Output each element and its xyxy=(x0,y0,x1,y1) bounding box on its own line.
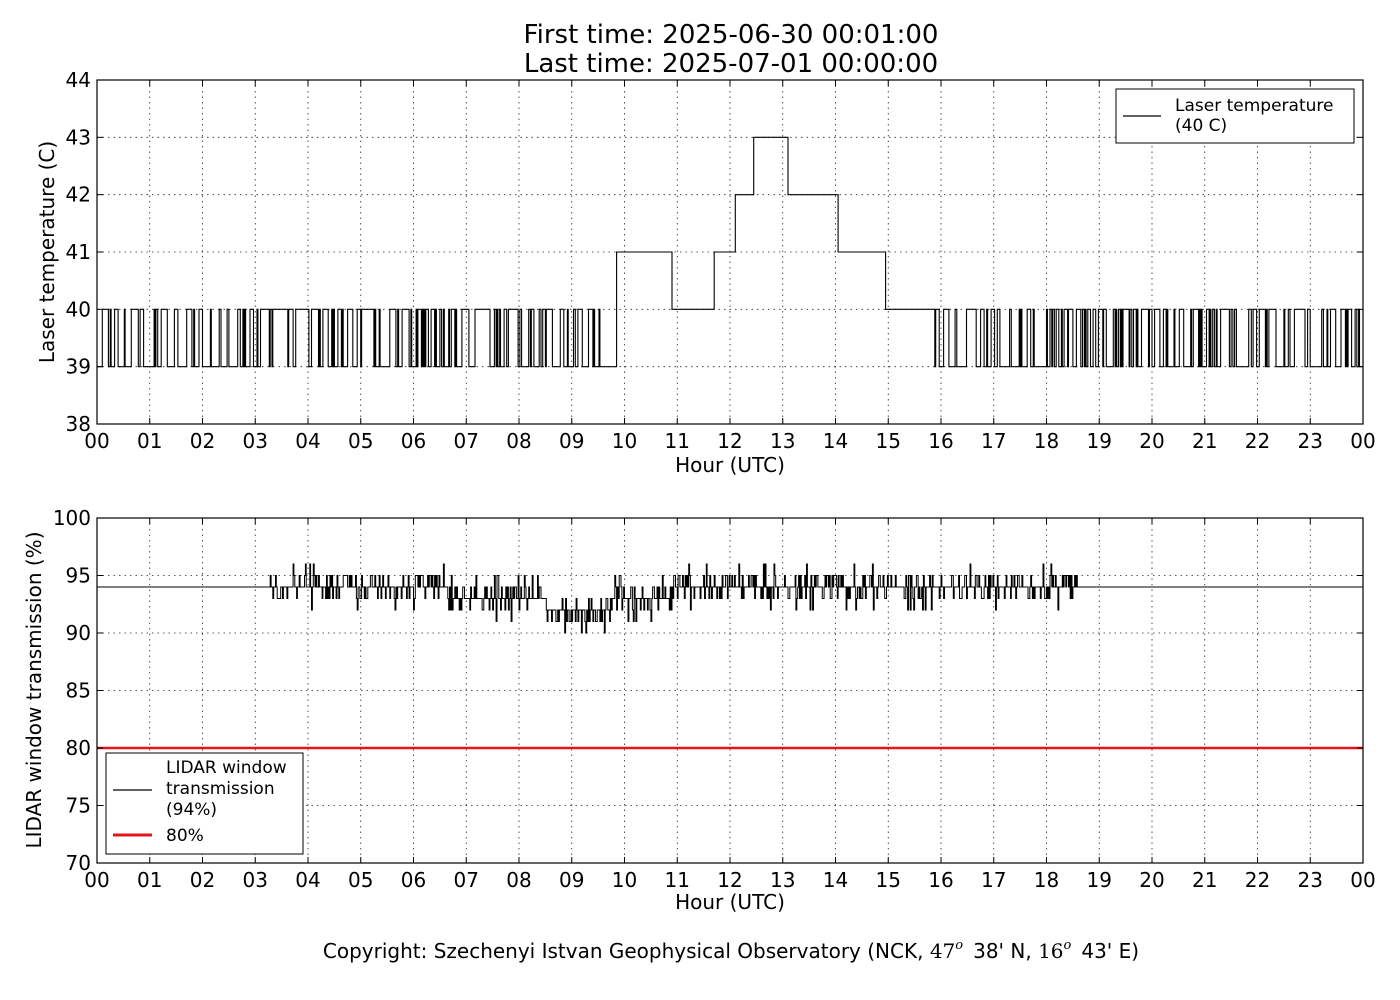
transmission-y-ticks: 70 75 80 85 90 95 100 xyxy=(53,506,1363,875)
x-tick-label: 16 xyxy=(928,868,953,892)
x-tick-label: 13 xyxy=(770,868,795,892)
x-tick-label: 00 xyxy=(1350,429,1375,453)
copyright-lat-minutes: 38' N, xyxy=(973,939,1038,963)
transmission-legend-label-line2: transmission xyxy=(166,779,275,799)
x-tick-label: 01 xyxy=(137,429,162,453)
x-tick-label: 12 xyxy=(717,868,742,892)
x-tick-label: 02 xyxy=(190,429,215,453)
x-tick-label: 10 xyxy=(612,429,637,453)
y-tick-label: 85 xyxy=(66,679,91,703)
x-tick-label: 03 xyxy=(243,429,268,453)
transmission-x-ticks: 00 01 02 03 04 05 06 07 08 09 10 11 12 13 14 15 16 17 18 19… xyxy=(84,518,1376,892)
temperature-y-ticks: 38 39 40 41 42 43 44 xyxy=(66,68,1363,436)
x-tick-label: 22 xyxy=(1245,429,1270,453)
x-tick-label: 06 xyxy=(401,868,426,892)
x-tick-label: 17 xyxy=(981,429,1006,453)
x-tick-label: 18 xyxy=(1034,429,1059,453)
copyright-lon-degree-sign: o xyxy=(1064,938,1072,953)
transmission-y-axis-label: LIDAR window transmission (%) xyxy=(22,532,46,849)
x-tick-label: 09 xyxy=(559,868,584,892)
copyright-prefix: Copyright: Szechenyi Istvan Geophysical … xyxy=(323,939,930,963)
x-tick-label: 13 xyxy=(770,429,795,453)
x-tick-label: 08 xyxy=(506,429,531,453)
figure-title-line2: Last time: 2025-07-01 00:00:00 xyxy=(524,49,938,79)
y-tick-label: 43 xyxy=(66,125,91,149)
transmission-legend-box xyxy=(105,752,304,855)
x-tick-label: 14 xyxy=(823,868,848,892)
y-tick-label: 70 xyxy=(66,851,91,875)
transmission-legend-label-line1: LIDAR window xyxy=(166,758,287,778)
temperature-chart: 00 01 02 03 04 05 06 07 08 09 10 11 12 13 14 15 16 17 18 19… xyxy=(35,68,1376,477)
x-tick-label: 11 xyxy=(665,429,690,453)
x-tick-label: 02 xyxy=(190,868,215,892)
x-tick-label: 09 xyxy=(559,429,584,453)
x-tick-label: 10 xyxy=(612,868,637,892)
temperature-x-ticks: 00 01 02 03 04 05 06 07 08 09 10 11 12 13 14 15 16 17 18 19… xyxy=(84,80,1376,453)
temperature-legend-box xyxy=(1115,88,1355,144)
temperature-y-axis-label: Laser temperature (C) xyxy=(35,141,59,363)
temperature-legend-label-line1: Laser temperature xyxy=(1175,96,1333,116)
copyright-lat-degrees: 47 xyxy=(930,939,955,963)
x-tick-label: 23 xyxy=(1298,868,1323,892)
x-tick-label: 20 xyxy=(1139,429,1164,453)
x-tick-label: 00 xyxy=(84,868,109,892)
y-tick-label: 100 xyxy=(53,506,91,530)
x-tick-label: 07 xyxy=(454,868,479,892)
y-tick-label: 41 xyxy=(66,240,91,264)
transmission-legend-threshold-label: 80% xyxy=(166,826,204,846)
x-tick-label: 03 xyxy=(243,868,268,892)
transmission-legend: LIDAR window transmission (94%) 80% xyxy=(105,752,304,855)
transmission-chart: 00 01 02 03 04 05 06 07 08 09 10 11 12 13 14 15 16 17 18 19… xyxy=(22,506,1376,914)
copyright-notice: Copyright: Szechenyi Istvan Geophysical … xyxy=(323,938,1139,963)
x-tick-label: 05 xyxy=(348,868,373,892)
x-tick-label: 00 xyxy=(84,429,109,453)
transmission-series xyxy=(97,563,1363,750)
y-tick-label: 39 xyxy=(66,355,91,379)
x-tick-label: 08 xyxy=(506,868,531,892)
x-tick-label: 15 xyxy=(876,868,901,892)
x-tick-label: 12 xyxy=(717,429,742,453)
x-tick-label: 04 xyxy=(295,868,320,892)
y-tick-label: 44 xyxy=(66,68,91,92)
x-tick-label: 17 xyxy=(981,868,1006,892)
laser-temperature-line xyxy=(97,136,1363,368)
x-tick-label: 15 xyxy=(876,429,901,453)
x-tick-label: 00 xyxy=(1350,868,1375,892)
temperature-x-axis-label: Hour (UTC) xyxy=(675,453,785,477)
temperature-series xyxy=(97,136,1363,368)
copyright-lon-minutes: 43' E) xyxy=(1081,939,1139,963)
transmission-legend-label-line3: (94%) xyxy=(166,800,217,820)
temperature-legend-label-line2: (40 C) xyxy=(1175,116,1227,136)
x-tick-label: 05 xyxy=(348,429,373,453)
x-tick-label: 18 xyxy=(1034,868,1059,892)
x-tick-label: 11 xyxy=(665,868,690,892)
x-tick-label: 16 xyxy=(928,429,953,453)
copyright-lon-degrees: 16 xyxy=(1038,939,1063,963)
y-tick-label: 42 xyxy=(66,183,91,207)
x-tick-label: 21 xyxy=(1192,868,1217,892)
x-tick-label: 14 xyxy=(823,429,848,453)
y-tick-label: 40 xyxy=(66,297,91,321)
y-tick-label: 90 xyxy=(66,621,91,645)
x-tick-label: 19 xyxy=(1087,429,1112,453)
transmission-x-axis-label: Hour (UTC) xyxy=(675,890,785,914)
x-tick-label: 23 xyxy=(1298,429,1323,453)
x-tick-label: 21 xyxy=(1192,429,1217,453)
lidar-transmission-line xyxy=(97,563,1363,634)
y-tick-label: 95 xyxy=(66,564,91,588)
x-tick-label: 19 xyxy=(1087,868,1112,892)
x-tick-label: 01 xyxy=(137,868,162,892)
copyright-lat-degree-sign: o xyxy=(955,938,963,953)
x-tick-label: 07 xyxy=(454,429,479,453)
temperature-legend: Laser temperature (40 C) xyxy=(1115,88,1355,144)
x-tick-label: 04 xyxy=(295,429,320,453)
figure-title-line1: First time: 2025-06-30 00:01:00 xyxy=(524,20,939,50)
x-tick-label: 06 xyxy=(401,429,426,453)
y-tick-label: 38 xyxy=(66,412,91,436)
y-tick-label: 80 xyxy=(66,736,91,760)
x-tick-label: 22 xyxy=(1245,868,1270,892)
x-tick-label: 20 xyxy=(1139,868,1164,892)
y-tick-label: 75 xyxy=(66,794,91,818)
